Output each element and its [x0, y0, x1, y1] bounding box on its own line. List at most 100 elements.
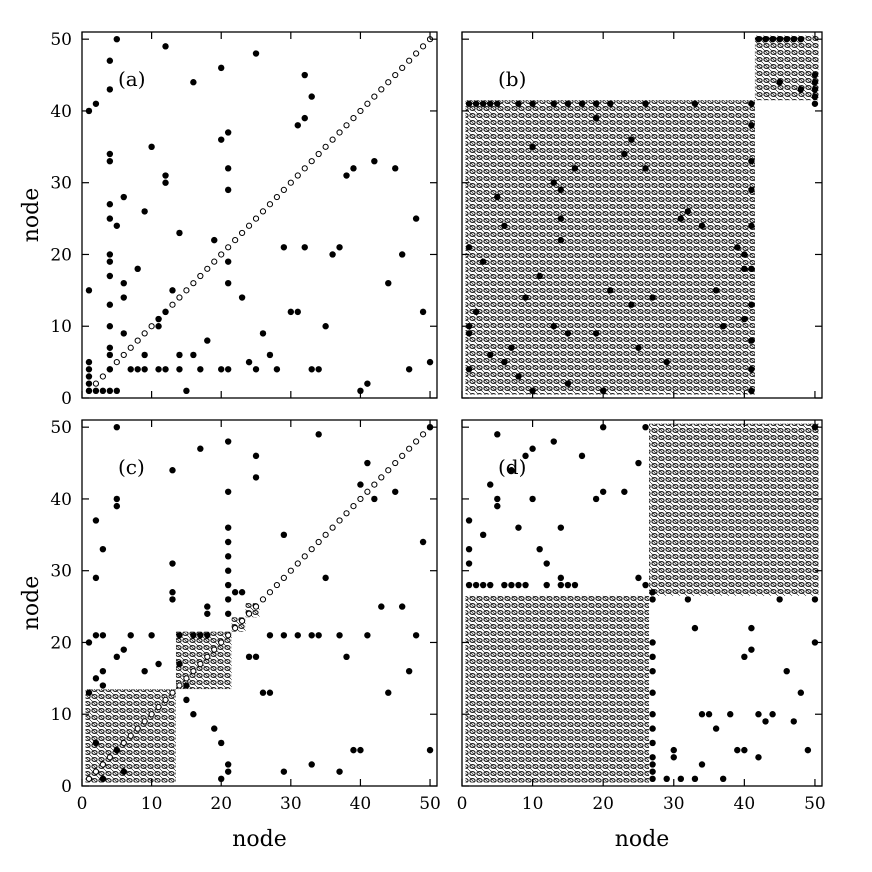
data-point — [515, 524, 522, 531]
data-point — [783, 35, 790, 43]
data-point — [211, 236, 218, 244]
data-point — [106, 150, 114, 158]
data-point — [252, 653, 260, 661]
y-axis-title: node — [19, 576, 44, 631]
data-point — [405, 366, 413, 373]
data-point — [811, 639, 819, 646]
data-point — [92, 632, 100, 639]
data-point — [472, 308, 480, 316]
diagonal-point — [266, 589, 274, 596]
data-point — [557, 581, 565, 589]
diagonal-point — [343, 122, 350, 129]
data-point — [628, 136, 635, 143]
data-point — [259, 330, 267, 337]
diagonal-point — [308, 158, 315, 165]
diagonal-point — [190, 280, 197, 287]
data-point — [649, 689, 656, 696]
data-point — [748, 265, 755, 273]
data-point — [224, 366, 232, 373]
data-point — [287, 308, 295, 316]
diagonal-point — [280, 186, 287, 193]
x-tick-label: 20 — [210, 794, 232, 814]
plot-frame — [461, 419, 823, 787]
panel-label: (a) — [118, 67, 146, 91]
data-point — [635, 459, 642, 467]
data-point — [501, 581, 508, 589]
data-point — [231, 589, 239, 596]
data-point — [106, 215, 114, 222]
data-point — [238, 294, 246, 301]
data-point — [698, 711, 706, 718]
data-point — [663, 358, 670, 366]
data-point — [85, 287, 93, 294]
data-point — [385, 689, 392, 696]
data-point — [564, 581, 572, 589]
data-point — [162, 366, 169, 373]
data-point — [134, 265, 141, 273]
data-point — [479, 531, 487, 539]
diagonal-point — [169, 301, 176, 308]
data-point — [127, 366, 134, 373]
data-point — [592, 495, 600, 503]
diagonal-point — [252, 215, 260, 222]
diagonal-point — [92, 768, 100, 775]
diagonal-point — [134, 337, 141, 344]
y-tick-label: 40 — [50, 490, 72, 510]
data-point — [99, 387, 107, 395]
data-point — [169, 287, 176, 294]
data-point — [501, 358, 508, 366]
diagonal-point — [204, 265, 211, 272]
data-point — [259, 689, 267, 696]
data-point — [357, 481, 364, 488]
data-point — [515, 373, 522, 380]
data-point — [649, 725, 656, 732]
data-point — [99, 667, 107, 675]
community-block — [465, 100, 755, 395]
diagonal-point — [294, 172, 301, 179]
x-axis-title: node — [232, 827, 287, 852]
data-point — [811, 79, 819, 86]
data-point — [797, 689, 805, 696]
y-tick-label: 10 — [50, 705, 72, 725]
diagonal-point — [127, 732, 134, 739]
diagonal-point — [141, 330, 148, 337]
data-point — [148, 143, 155, 151]
data-point — [578, 100, 586, 107]
data-point — [419, 538, 427, 546]
data-point — [494, 495, 501, 503]
data-point — [649, 768, 656, 775]
data-point — [266, 351, 274, 359]
data-point — [571, 165, 579, 172]
plot-frame — [461, 31, 823, 399]
data-point — [92, 574, 100, 582]
data-point — [557, 574, 565, 582]
data-point — [106, 258, 114, 265]
data-point — [148, 632, 155, 639]
y-tick-label: 0 — [61, 777, 72, 797]
diagonal-point — [406, 445, 413, 452]
data-point — [494, 193, 501, 201]
data-point — [522, 452, 529, 460]
data-point — [113, 746, 121, 754]
data-point — [487, 581, 494, 589]
data-point — [357, 387, 364, 395]
data-point — [621, 150, 628, 158]
data-point — [224, 488, 232, 495]
data-point — [479, 581, 487, 589]
data-point — [684, 596, 692, 603]
data-point — [649, 639, 656, 646]
diagonal-point — [245, 610, 253, 617]
diagonal-point — [406, 57, 413, 64]
diagonal-point — [148, 323, 155, 330]
data-point — [465, 366, 473, 373]
data-point — [649, 596, 656, 603]
data-point — [557, 524, 565, 531]
data-point — [649, 775, 656, 783]
data-point — [218, 739, 225, 747]
diagonal-point — [183, 287, 190, 294]
data-point — [508, 344, 515, 351]
data-point — [719, 323, 727, 330]
data-point — [224, 186, 232, 194]
data-point — [218, 136, 225, 143]
data-point — [85, 689, 93, 696]
